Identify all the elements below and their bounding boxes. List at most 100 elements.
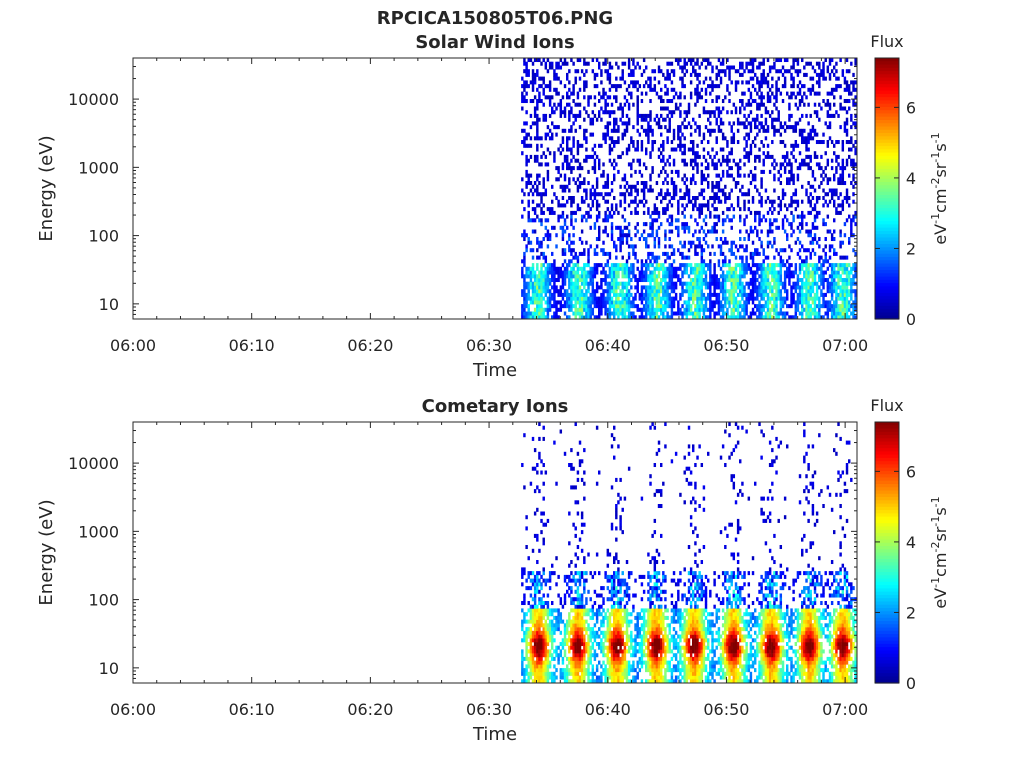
heatmap-cell — [773, 117, 776, 122]
heatmap-cell — [758, 263, 761, 268]
heatmap-cell — [745, 214, 748, 219]
heatmap-cell — [572, 91, 575, 96]
heatmap-cell — [687, 147, 691, 152]
heatmap-cell — [758, 84, 761, 89]
heatmap-cell — [666, 300, 669, 305]
heatmap-cell — [523, 630, 526, 635]
heatmap-cell — [536, 99, 539, 104]
heatmap-cell — [662, 72, 665, 77]
heatmap-cell — [655, 255, 659, 260]
heatmap-cell — [557, 166, 560, 171]
heatmap-cell — [525, 619, 528, 624]
heatmap-cell — [536, 136, 539, 141]
heatmap-cell — [756, 80, 759, 85]
heatmap-cell — [749, 102, 753, 107]
heatmap-cell — [764, 199, 768, 204]
heatmap-cell — [711, 110, 714, 115]
heatmap-cell — [585, 136, 588, 141]
heatmap-cell — [677, 199, 680, 204]
heatmap-cell — [593, 95, 597, 100]
heatmap-cell — [578, 125, 582, 130]
heatmap-cell — [777, 203, 780, 208]
heatmap-cell — [523, 251, 526, 256]
heatmap-cell — [608, 147, 612, 152]
heatmap-cell — [536, 106, 539, 111]
heatmap-cell — [540, 292, 543, 297]
heatmap-cell — [561, 296, 565, 301]
heatmap-cell — [555, 125, 558, 130]
heatmap-cell — [533, 207, 537, 212]
heatmap-cell — [572, 274, 575, 279]
heatmap-cell — [664, 91, 667, 96]
heatmap-cell — [523, 567, 526, 572]
heatmap-cell — [525, 181, 528, 186]
heatmap-cell — [578, 237, 582, 242]
heatmap-cell — [525, 656, 528, 661]
heatmap-cell — [790, 166, 793, 171]
heatmap-cell — [715, 181, 718, 186]
heatmap-cell — [623, 270, 627, 275]
heatmap-cell — [606, 259, 610, 264]
heatmap-cell — [634, 304, 637, 309]
heatmap-cell — [790, 173, 793, 178]
heatmap-cell — [642, 188, 646, 193]
heatmap-cell — [604, 281, 607, 286]
heatmap-cell — [608, 274, 612, 279]
heatmap-cell — [546, 132, 550, 137]
heatmap-cell — [608, 87, 612, 92]
heatmap-cell — [848, 289, 851, 294]
heatmap-cell — [826, 181, 830, 186]
heatmap-cell — [583, 263, 586, 268]
heatmap-cell — [717, 188, 721, 193]
heatmap-cell — [544, 188, 548, 193]
heatmap-cell — [811, 278, 815, 283]
heatmap-cell — [698, 315, 701, 320]
heatmap-cell — [578, 173, 582, 178]
heatmap-cell — [638, 132, 642, 137]
heatmap-cell — [764, 278, 768, 283]
heatmap-cell — [739, 188, 742, 193]
colorbar-segment — [875, 136, 899, 141]
heatmap-cell — [544, 233, 548, 238]
heatmap-cell — [803, 72, 806, 77]
heatmap-cell — [809, 158, 812, 163]
heatmap-cell — [578, 289, 582, 294]
heatmap-cell — [521, 671, 524, 676]
heatmap-cell — [527, 199, 530, 204]
heatmap-cell — [660, 87, 663, 92]
heatmap-cell — [707, 117, 710, 122]
heatmap-cell — [702, 307, 706, 312]
heatmap-cell — [734, 300, 738, 305]
heatmap-cell — [775, 311, 778, 316]
heatmap-cell — [679, 113, 682, 118]
heatmap-cell — [578, 311, 582, 316]
heatmap-cell — [621, 61, 624, 66]
heatmap-cell — [826, 278, 830, 283]
heatmap-cell — [525, 653, 528, 658]
heatmap-cell — [854, 102, 857, 107]
heatmap-cell — [531, 615, 535, 620]
heatmap-cell — [702, 110, 706, 115]
heatmap-cell — [662, 292, 665, 297]
heatmap-cell — [557, 266, 560, 271]
heatmap-cell — [546, 289, 550, 294]
heatmap-cell — [677, 132, 680, 137]
heatmap-cell — [724, 300, 727, 305]
heatmap-cell — [764, 266, 768, 271]
heatmap-cell — [634, 184, 637, 189]
heatmap-cell — [563, 266, 567, 271]
heatmap-cell — [826, 214, 830, 219]
heatmap-cell — [685, 289, 689, 294]
heatmap-cell — [707, 151, 710, 156]
heatmap-cell — [677, 229, 680, 234]
heatmap-cell — [813, 237, 817, 242]
heatmap-cell — [587, 296, 590, 301]
heatmap-cell — [561, 304, 565, 309]
heatmap-cell — [758, 289, 761, 294]
heatmap-cell — [546, 266, 550, 271]
heatmap-cell — [786, 259, 789, 264]
heatmap-cell — [747, 151, 751, 156]
heatmap-cell — [756, 251, 759, 256]
heatmap-cell — [570, 240, 573, 245]
heatmap-cell — [531, 255, 535, 260]
